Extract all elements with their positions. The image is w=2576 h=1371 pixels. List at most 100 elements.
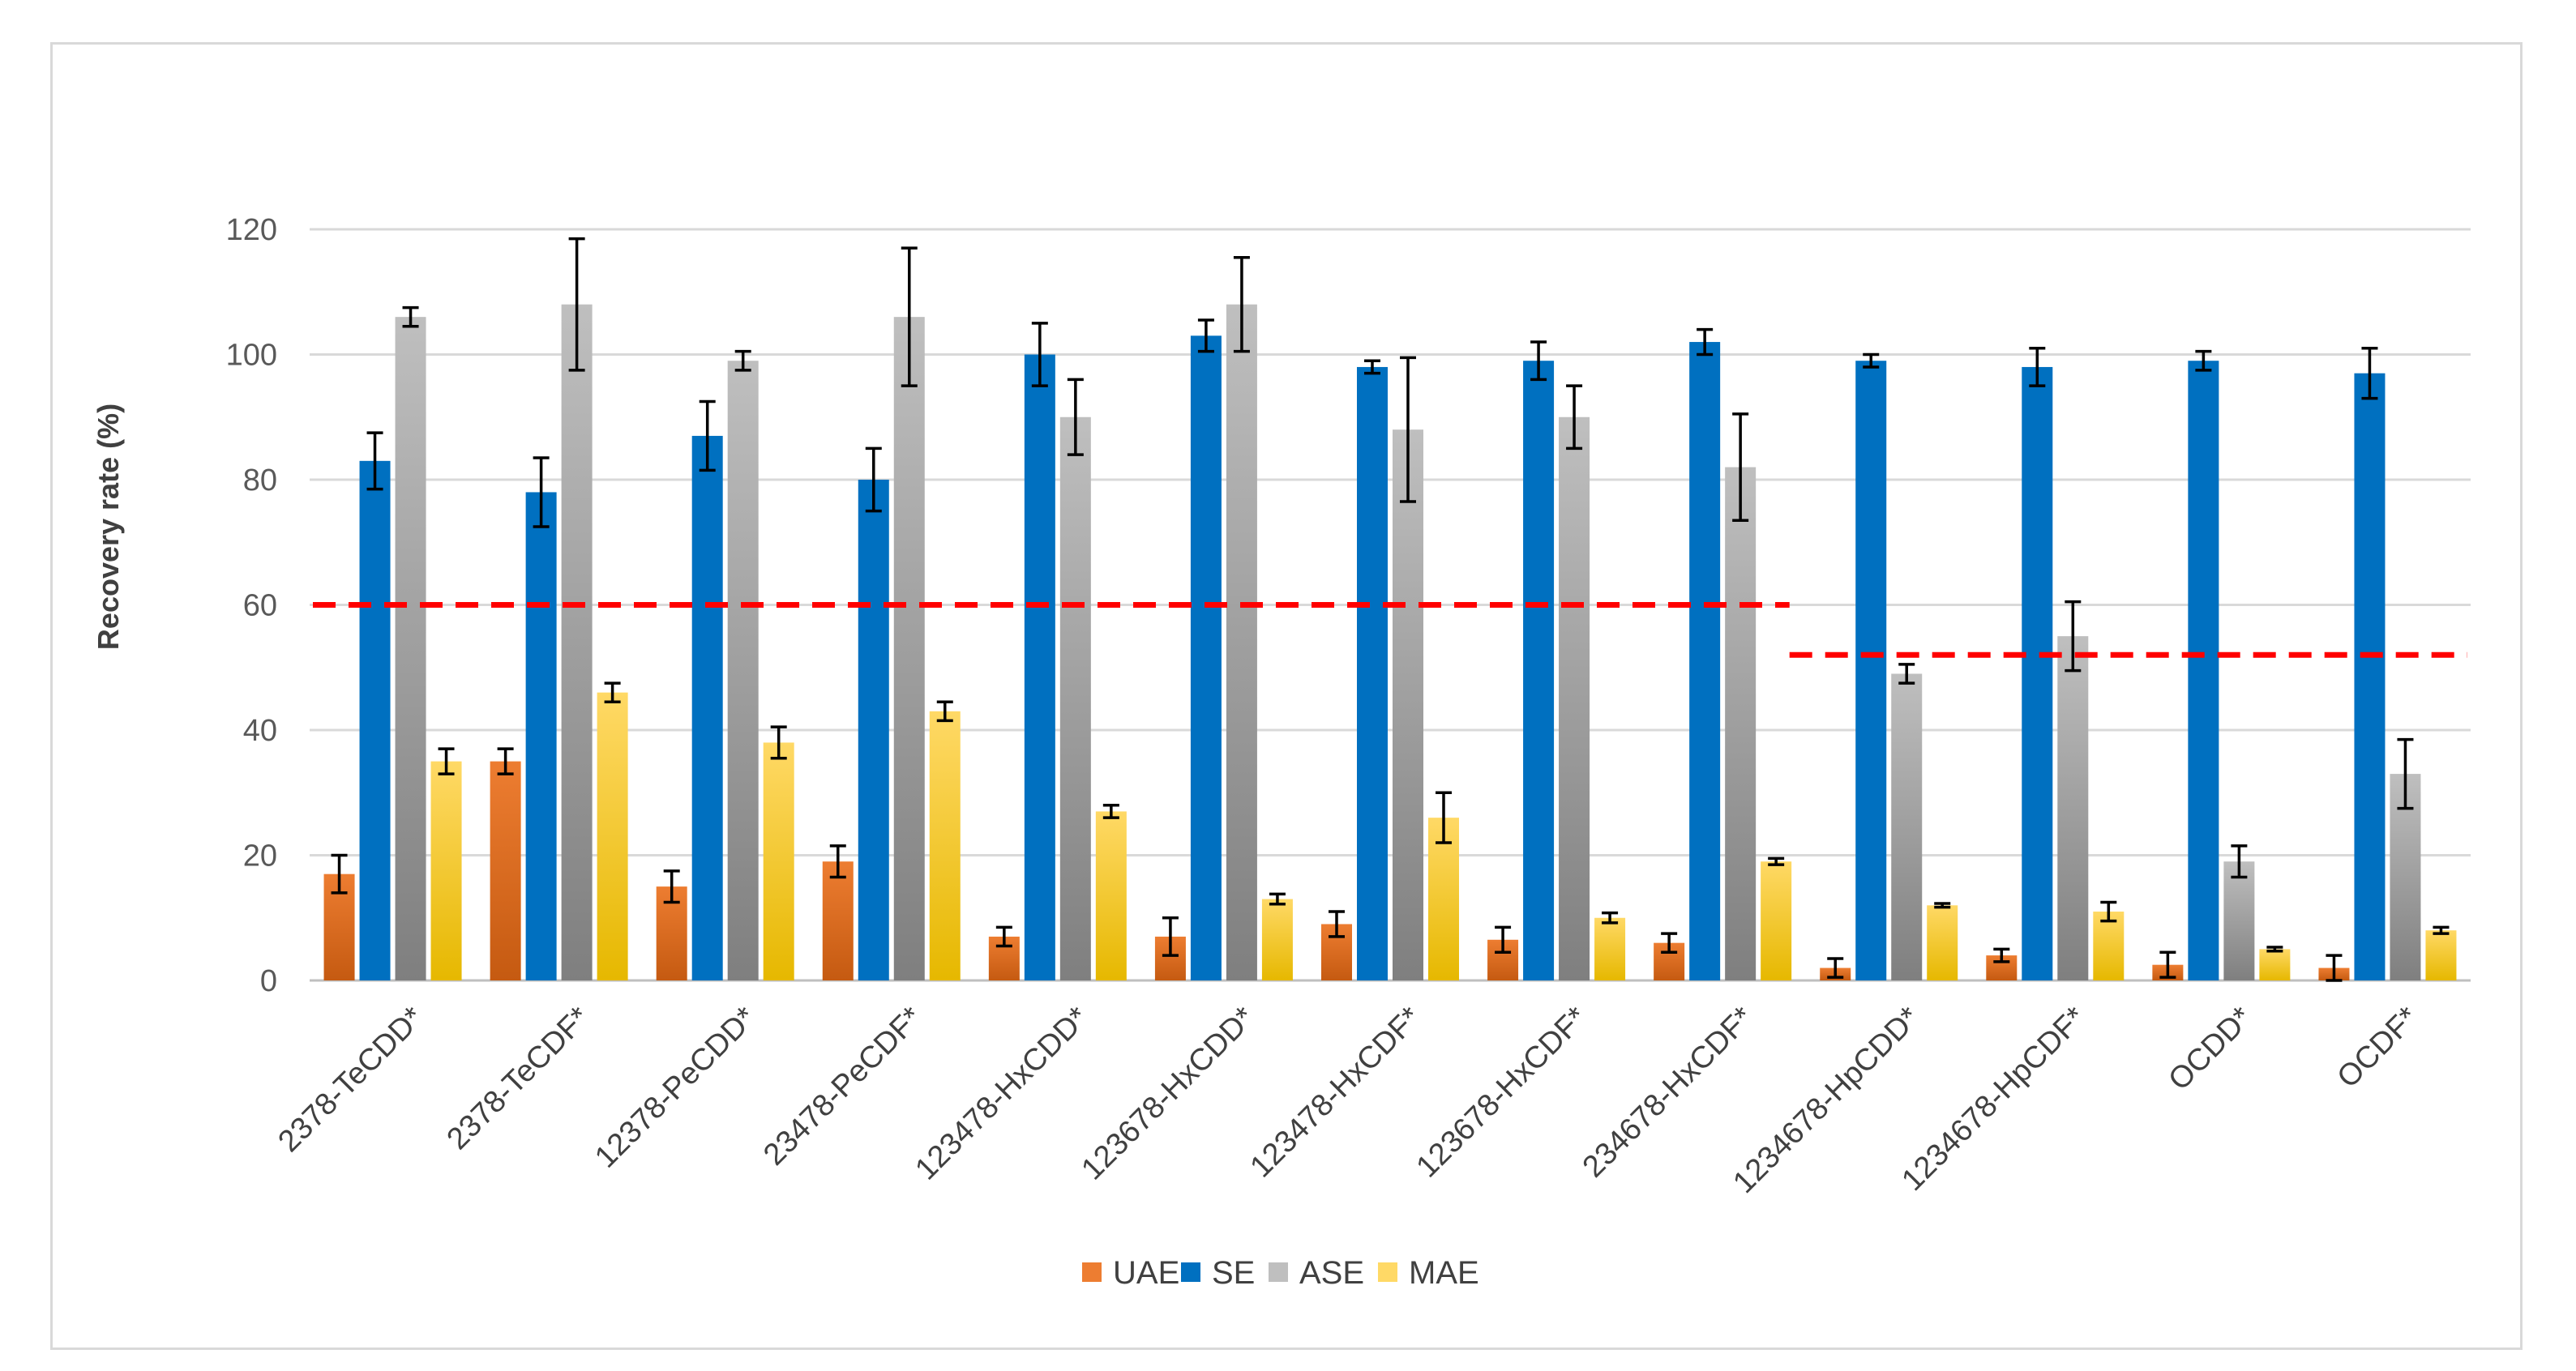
error-bar-se xyxy=(865,446,882,513)
error-bar-uae xyxy=(1162,916,1179,957)
x-tick-label: OCDD* xyxy=(2162,1001,2258,1097)
bar-ase xyxy=(395,317,426,980)
legend-label: UAE xyxy=(1113,1255,1179,1291)
bar-se xyxy=(2022,366,2053,980)
bar-ase xyxy=(2057,636,2089,980)
y-tick-label: 120 xyxy=(226,213,277,247)
error-bar-uae xyxy=(1993,947,2010,963)
bar-mae xyxy=(1761,861,1792,980)
error-bar-mae xyxy=(936,700,953,723)
bar-ase xyxy=(561,304,593,980)
error-bar-ase xyxy=(2231,844,2248,879)
x-tick-label: 1234678-HpCDD* xyxy=(1727,1001,1926,1200)
error-bar-mae xyxy=(1269,892,1286,906)
error-bar-se xyxy=(699,399,716,472)
x-tick-label: 123678-HxCDD* xyxy=(1075,1001,1261,1187)
error-bar-mae xyxy=(1102,803,1119,819)
error-bar-ase xyxy=(901,246,918,387)
chart-frame xyxy=(50,42,2523,1350)
y-tick-label: 20 xyxy=(243,839,277,873)
bar-se xyxy=(691,435,723,980)
error-bar-uae xyxy=(1661,932,1678,954)
error-bar-se xyxy=(1863,352,1880,369)
bar-ase xyxy=(1725,467,1757,980)
y-tick-label: 60 xyxy=(243,589,277,623)
bar-uae xyxy=(490,761,521,980)
y-tick-label: 0 xyxy=(260,964,277,998)
x-tick-label: OCDF* xyxy=(2331,1001,2425,1095)
error-bar-ase xyxy=(402,305,419,328)
error-bar-uae xyxy=(1329,910,1345,938)
error-bar-mae xyxy=(1436,791,1452,844)
x-axis-ticks: 2378-TeCDD* 2378-TeCDF*12378-PeCDD*23478-… xyxy=(272,1001,2425,1200)
legend-label: MAE xyxy=(1409,1255,1479,1291)
bar-ase xyxy=(893,317,925,980)
legend-item-mae: MAE xyxy=(1378,1255,1479,1291)
reference-lines xyxy=(313,602,2467,658)
error-bar-ase xyxy=(2397,737,2414,810)
error-bar-mae xyxy=(2266,946,2283,953)
error-bar-ase xyxy=(1067,378,1084,456)
x-tick-label: 2378-TeCDF* xyxy=(440,1001,597,1157)
x-tick-label: 1234678-HpCDF* xyxy=(1895,1001,2092,1198)
bar-se xyxy=(525,492,557,980)
error-bar-mae xyxy=(604,681,621,703)
bar-mae xyxy=(1428,818,1459,980)
bar-se xyxy=(1523,361,1555,981)
error-bar-mae xyxy=(1602,911,1619,925)
bar-se xyxy=(858,480,889,980)
legend-item-uae: UAE xyxy=(1082,1255,1179,1291)
error-bar-uae xyxy=(2159,950,2176,979)
error-bar-uae xyxy=(497,747,514,775)
y-tick-label: 100 xyxy=(226,339,277,373)
bar-mae xyxy=(1594,917,1626,980)
bar-mae xyxy=(1261,899,1293,980)
error-bar-mae xyxy=(1768,856,1785,866)
bar-mae xyxy=(763,742,794,980)
bar-mae xyxy=(2093,912,2125,980)
bar-uae xyxy=(822,861,854,980)
error-bar-mae xyxy=(2433,925,2450,935)
error-bar-uae xyxy=(1495,925,1512,954)
x-tick-label: 123478-HxCDF* xyxy=(1244,1001,1428,1185)
error-bar-mae xyxy=(438,747,455,775)
error-bar-mae xyxy=(770,725,787,760)
x-tick-label: 234678-HxCDF* xyxy=(1577,1001,1761,1185)
error-bar-ase xyxy=(568,237,585,372)
bar-mae xyxy=(929,711,961,980)
y-axis-label: Recovery rate (%) xyxy=(92,404,125,650)
error-bar-uae xyxy=(995,925,1012,948)
error-bar-ase xyxy=(2065,600,2082,673)
bar-mae xyxy=(1095,811,1127,980)
error-bar-uae xyxy=(1827,957,1844,979)
error-bar-se xyxy=(1364,359,1380,375)
bars xyxy=(323,304,2457,981)
legend-label: SE xyxy=(1212,1255,1255,1291)
y-tick-label: 40 xyxy=(243,714,277,748)
error-bar-mae xyxy=(1934,902,1951,909)
x-tick-label: 12378-PeCDD* xyxy=(588,1001,763,1175)
bar-ase xyxy=(1559,416,1590,980)
bar-mae xyxy=(2259,949,2291,980)
legend-item-se: SE xyxy=(1181,1255,1255,1291)
bar-mae xyxy=(1927,905,1958,980)
error-bar-ase xyxy=(1732,412,1749,522)
bar-se xyxy=(2354,373,2386,980)
error-bar-se xyxy=(533,456,550,528)
error-bar-ase xyxy=(1566,384,1583,451)
error-bar-uae xyxy=(829,844,846,879)
bar-se xyxy=(1689,342,1721,980)
legend-item-ase: ASE xyxy=(1269,1255,1364,1291)
bar-ase xyxy=(1226,304,1257,980)
error-bar-se xyxy=(2361,347,2378,400)
bar-ase xyxy=(2223,861,2255,980)
error-bar-uae xyxy=(331,853,348,895)
legend-label: ASE xyxy=(1299,1255,1364,1291)
bar-mae xyxy=(597,692,628,980)
error-bar-se xyxy=(366,431,383,491)
bar-ase xyxy=(1059,416,1091,980)
error-bar-mae xyxy=(2100,900,2117,923)
x-tick-label: 2378-TeCDD* xyxy=(272,1001,430,1160)
bar-mae xyxy=(430,761,462,980)
